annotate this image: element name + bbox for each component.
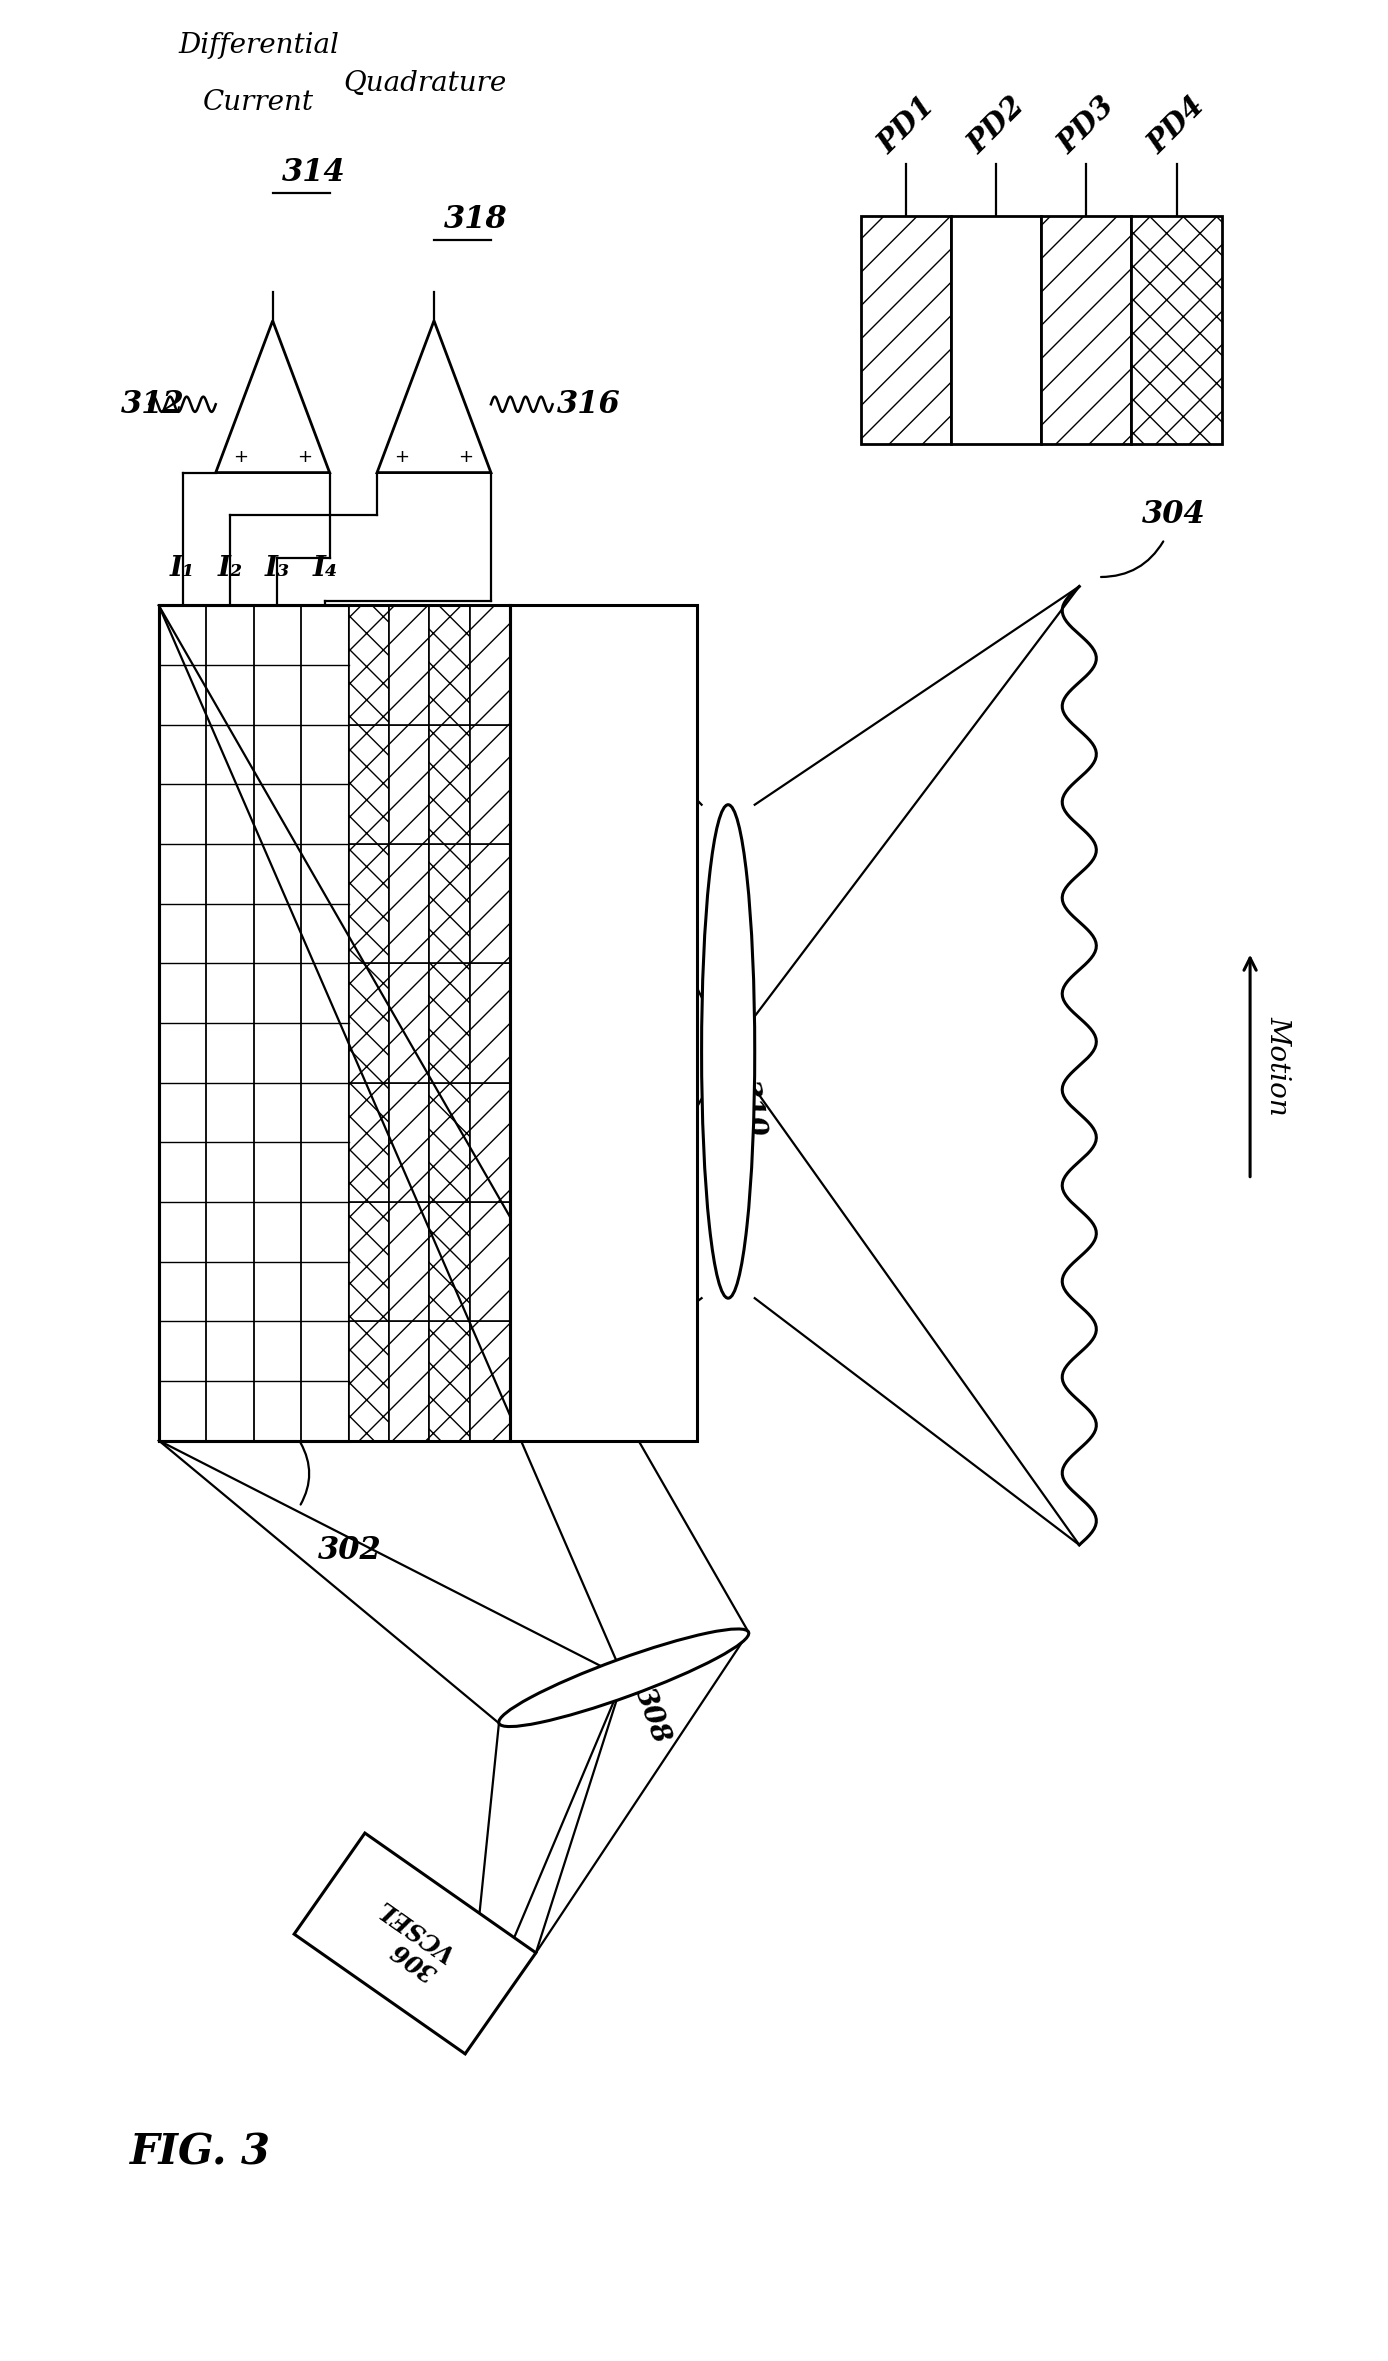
Bar: [158, 604, 348, 1440]
Bar: [348, 604, 389, 725]
Text: I₄: I₄: [312, 555, 337, 581]
Text: 310: 310: [733, 1077, 769, 1138]
Polygon shape: [378, 321, 491, 472]
Bar: [861, 217, 951, 444]
Text: Current: Current: [203, 90, 314, 116]
Bar: [348, 843, 389, 963]
Text: Quadrature: Quadrature: [343, 71, 507, 97]
Bar: [348, 725, 389, 843]
Bar: [389, 725, 429, 843]
Bar: [429, 963, 469, 1084]
Text: 314: 314: [282, 156, 346, 189]
Bar: [389, 604, 429, 725]
Text: +: +: [394, 449, 409, 467]
Text: 302: 302: [318, 1535, 382, 1565]
Text: Motion: Motion: [1264, 1015, 1291, 1114]
Text: +: +: [297, 449, 312, 467]
Bar: [389, 1202, 429, 1322]
Bar: [348, 963, 389, 1084]
Bar: [429, 843, 469, 963]
Ellipse shape: [701, 805, 755, 1299]
Text: I₁: I₁: [169, 555, 196, 581]
Text: +: +: [458, 449, 473, 467]
Bar: [348, 1202, 389, 1322]
Text: 318: 318: [444, 205, 507, 236]
Text: 308: 308: [630, 1683, 675, 1747]
Bar: [469, 725, 509, 843]
Bar: [429, 1202, 469, 1322]
Bar: [469, 1202, 509, 1322]
Text: FIG. 3: FIG. 3: [130, 2132, 271, 2172]
Bar: [1041, 217, 1131, 444]
Ellipse shape: [498, 1629, 748, 1726]
Bar: [469, 843, 509, 963]
Bar: [389, 1084, 429, 1202]
Bar: [429, 604, 469, 725]
Text: PD2: PD2: [962, 92, 1030, 161]
Bar: [469, 963, 509, 1084]
Bar: [158, 604, 509, 1440]
Text: PD1: PD1: [872, 92, 940, 161]
Bar: [1131, 217, 1221, 444]
Text: VCSEL: VCSEL: [372, 1894, 458, 1964]
Text: PD4: PD4: [1142, 92, 1210, 161]
Bar: [389, 1322, 429, 1440]
Text: 312: 312: [121, 390, 185, 420]
Bar: [509, 604, 697, 1440]
Bar: [951, 217, 1041, 444]
Text: I₂: I₂: [218, 555, 243, 581]
Bar: [429, 1084, 469, 1202]
Text: PD3: PD3: [1052, 92, 1120, 161]
Text: I₃: I₃: [265, 555, 290, 581]
Text: Differential: Differential: [178, 33, 339, 59]
Text: 316: 316: [558, 390, 620, 420]
Bar: [469, 1322, 509, 1440]
Polygon shape: [215, 321, 329, 472]
Bar: [389, 963, 429, 1084]
Bar: [469, 1084, 509, 1202]
Bar: [429, 1322, 469, 1440]
Bar: [469, 604, 509, 725]
Text: 306: 306: [387, 1936, 443, 1986]
Text: +: +: [233, 449, 248, 467]
Bar: [348, 1084, 389, 1202]
Bar: [429, 725, 469, 843]
Bar: [389, 843, 429, 963]
Bar: [348, 1322, 389, 1440]
Bar: [294, 1832, 536, 2054]
Text: 304: 304: [1142, 498, 1206, 529]
